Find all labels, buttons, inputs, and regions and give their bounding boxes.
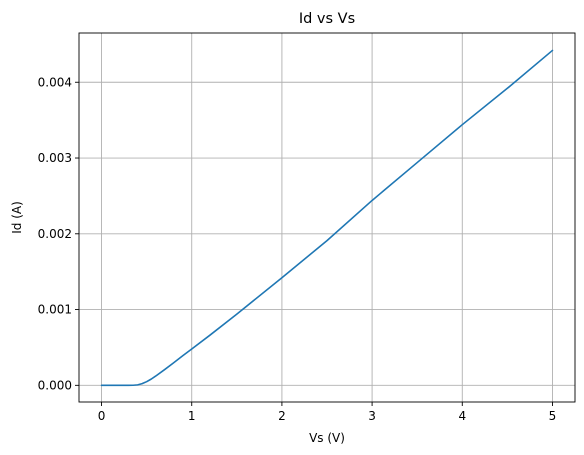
y-tick-label: 0.003 [38, 151, 72, 165]
y-tick-label: 0.000 [38, 378, 72, 392]
y-axis-label: Id (A) [10, 201, 24, 234]
grid-lines [79, 33, 575, 402]
x-tick-label: 3 [368, 409, 376, 423]
series-line [100, 49, 554, 387]
plot-frame [78, 32, 576, 403]
y-tick-label: 0.001 [38, 303, 72, 317]
y-tick-label: 0.002 [38, 227, 72, 241]
x-tick-label: 5 [549, 409, 557, 423]
x-tick-label: 2 [278, 409, 286, 423]
chart-title: Id vs Vs [299, 11, 355, 27]
x-tick-label: 1 [188, 409, 196, 423]
series-layer [100, 49, 554, 387]
x-tick-label: 4 [458, 409, 466, 423]
x-tick-label: 0 [98, 409, 106, 423]
axis-ticks: 0 1 2 3 4 5 0.000 0.001 0.002 0.003 0.004 [38, 75, 557, 423]
x-axis-label: Vs (V) [309, 431, 345, 445]
y-tick-label: 0.004 [38, 75, 72, 89]
